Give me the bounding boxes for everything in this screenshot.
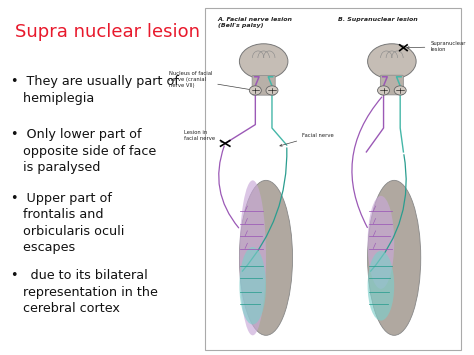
- Text: Nucleus of facial
nerve (cranial
nerve VII): Nucleus of facial nerve (cranial nerve V…: [169, 71, 253, 90]
- Circle shape: [394, 86, 406, 95]
- Text: •  Upper part of
   frontalis and
   orbicularis oculi
   escapes: • Upper part of frontalis and orbiculari…: [10, 192, 124, 254]
- Text: A. Facial nerve lesion
(Bell's palsy): A. Facial nerve lesion (Bell's palsy): [218, 17, 292, 28]
- Text: B. Supranuclear lesion: B. Supranuclear lesion: [338, 17, 418, 22]
- FancyBboxPatch shape: [252, 76, 275, 95]
- Ellipse shape: [239, 180, 292, 335]
- Circle shape: [378, 86, 390, 95]
- Text: •  They are usually part of
   hemiplegia: • They are usually part of hemiplegia: [10, 75, 179, 105]
- Ellipse shape: [239, 180, 266, 335]
- FancyBboxPatch shape: [380, 75, 403, 95]
- Ellipse shape: [368, 251, 394, 321]
- Circle shape: [249, 86, 261, 95]
- Ellipse shape: [368, 44, 416, 79]
- Text: •   due to its bilateral
   representation in the
   cerebral cortex: • due to its bilateral representation in…: [10, 269, 157, 315]
- Text: Facial nerve: Facial nerve: [280, 132, 334, 146]
- Ellipse shape: [368, 196, 394, 289]
- Text: Supranuclear
lesion: Supranuclear lesion: [407, 41, 466, 52]
- Ellipse shape: [239, 44, 288, 79]
- Ellipse shape: [239, 247, 266, 324]
- Circle shape: [266, 86, 278, 95]
- Text: Supra nuclear lesion: Supra nuclear lesion: [15, 22, 200, 40]
- Text: •  Only lower part of
   opposite side of face
   is paralysed: • Only lower part of opposite side of fa…: [10, 128, 156, 174]
- FancyBboxPatch shape: [205, 9, 461, 350]
- Ellipse shape: [368, 180, 421, 335]
- Text: Lesion in
facial nerve: Lesion in facial nerve: [184, 130, 222, 143]
